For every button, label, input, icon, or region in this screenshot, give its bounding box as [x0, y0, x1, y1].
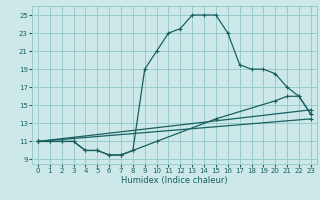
- X-axis label: Humidex (Indice chaleur): Humidex (Indice chaleur): [121, 176, 228, 185]
